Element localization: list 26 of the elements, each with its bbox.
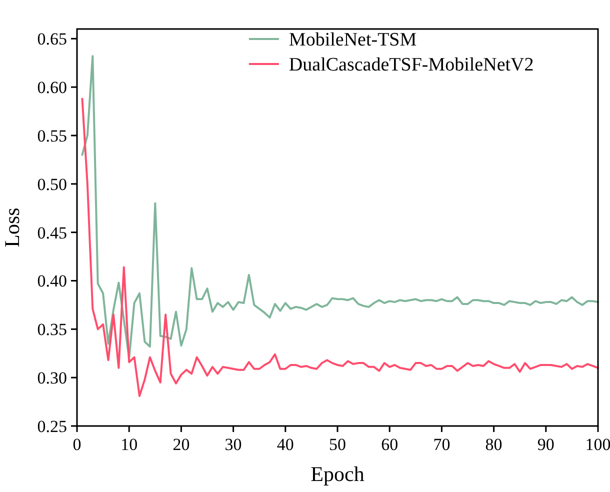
x-tick-label: 30 xyxy=(224,435,242,454)
y-tick-label: 0.45 xyxy=(37,223,67,242)
x-tick-label: 90 xyxy=(537,435,554,454)
x-tick-label: 20 xyxy=(172,435,190,454)
y-tick-label: 0.35 xyxy=(37,320,67,340)
x-tick-label: 10 xyxy=(120,435,138,454)
y-tick-label: 0.30 xyxy=(37,368,67,388)
x-tick-label: 40 xyxy=(276,435,294,454)
y-tick-label: 0.50 xyxy=(37,174,67,194)
legend-label: MobileNet-TSM xyxy=(288,30,417,51)
y-tick-label: 0.25 xyxy=(37,416,67,436)
y-axis-title: Loss xyxy=(0,208,24,248)
x-tick-label: 80 xyxy=(485,435,502,454)
y-tick-label: 0.40 xyxy=(37,272,67,291)
y-tick-label: 0.60 xyxy=(37,78,67,98)
y-tick-label: 0.65 xyxy=(37,30,67,49)
line-series xyxy=(81,55,599,360)
x-tick-label: 100 xyxy=(585,435,610,454)
x-tick-label: 70 xyxy=(433,435,450,454)
x-axis-title: Epoch xyxy=(310,462,365,486)
y-tick-label: 0.55 xyxy=(37,126,67,146)
x-tick-label: 0 xyxy=(72,435,82,454)
x-tick-label: 50 xyxy=(329,435,346,454)
x-tick-label: 60 xyxy=(381,435,398,454)
line-series xyxy=(81,98,599,397)
legend-label: DualCascadeTSF-MobileNetV2 xyxy=(288,54,534,76)
